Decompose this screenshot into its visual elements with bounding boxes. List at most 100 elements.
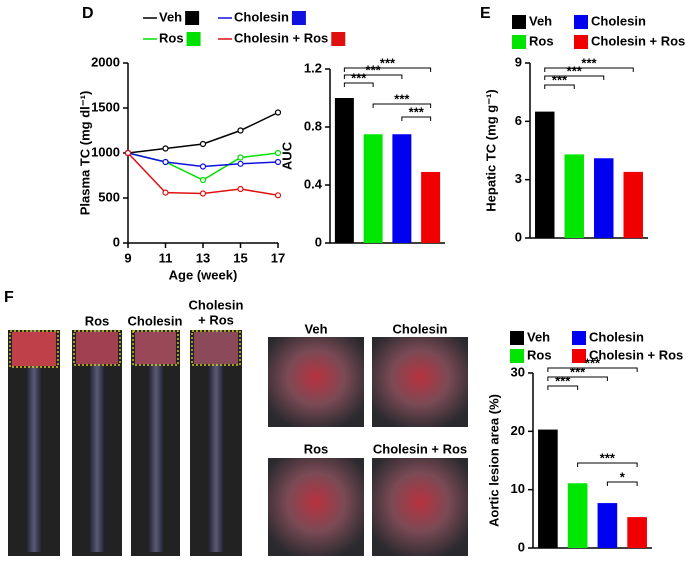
photo <box>76 332 118 364</box>
point <box>274 109 282 116</box>
y-tick-label: 2000 <box>91 54 120 69</box>
panel-letter: F <box>4 289 14 306</box>
legend-label: Veh <box>527 329 550 344</box>
bar <box>392 134 412 243</box>
photo-label: Cholesin + Ros <box>373 441 467 456</box>
photo-label: Cholesin <box>128 313 183 328</box>
x-tick-label: 15 <box>233 250 247 265</box>
legend-label: Cholesin <box>589 329 644 344</box>
point <box>237 154 244 161</box>
point <box>162 189 169 196</box>
legend-label: Cholesin + Ros <box>591 33 685 48</box>
legend-label: Ros <box>529 33 554 48</box>
bar <box>421 171 441 243</box>
legend-swatch <box>574 15 588 29</box>
bar <box>564 154 584 238</box>
significance-label: *** <box>585 355 601 370</box>
legend-label: Ros <box>527 347 552 362</box>
significance-bracket <box>547 376 608 381</box>
y-tick-label: 0 <box>113 234 120 249</box>
photo <box>148 330 164 552</box>
point <box>199 176 207 184</box>
point <box>274 149 282 157</box>
y-tick-label: 0.8 <box>304 118 322 133</box>
legend-swatch <box>572 331 586 345</box>
bar <box>597 503 618 548</box>
photo <box>89 330 105 552</box>
photo-label: + Ros <box>198 312 234 327</box>
significance-bracket <box>544 84 575 89</box>
y-tick-label: 500 <box>98 189 120 204</box>
bar <box>363 134 383 243</box>
photo <box>12 332 56 366</box>
photo-label: Cholesin <box>189 297 244 312</box>
point <box>199 190 207 197</box>
y-tick-label: 0.4 <box>304 176 323 191</box>
x-tick-label: 13 <box>196 250 210 265</box>
bar <box>623 171 643 238</box>
y-tick-label: 6 <box>515 113 522 128</box>
point <box>237 185 244 193</box>
significance-label: *** <box>351 70 367 85</box>
significance-bracket <box>577 462 638 467</box>
y-tick-label: 1.2 <box>304 60 322 75</box>
series-line <box>127 152 279 197</box>
y-tick-label: 0 <box>518 539 525 554</box>
panel-letter: E <box>480 5 491 22</box>
photo-label: Cholesin <box>393 321 448 336</box>
photo-label: Ros <box>85 313 110 328</box>
x-tick-label: 17 <box>271 250 285 265</box>
photo <box>208 330 224 552</box>
significance-label: *** <box>394 91 410 106</box>
photo-label: Veh <box>304 321 327 336</box>
significance-label: *** <box>366 62 382 77</box>
point <box>274 158 282 166</box>
legend-swatch <box>510 349 524 363</box>
legend-swatch <box>186 32 201 46</box>
aorta-photos <box>8 330 468 556</box>
significance-label: *** <box>581 55 597 70</box>
significance-label: *** <box>555 373 571 388</box>
legend-label: Veh <box>529 13 552 28</box>
point <box>237 127 244 134</box>
significance-label: *** <box>552 72 568 87</box>
significance-label: *** <box>567 63 583 78</box>
significance-bracket <box>343 74 403 79</box>
legend-swatch <box>574 35 588 49</box>
legend-swatch <box>510 331 524 345</box>
y-axis-label: AUC <box>279 141 294 170</box>
photo <box>372 458 468 556</box>
bar <box>567 483 588 548</box>
y-axis-label: Plasma TC (mg dl⁻¹) <box>77 91 92 216</box>
significance-label: *** <box>409 104 425 119</box>
significance-bracket <box>606 481 638 486</box>
legend-swatch <box>572 349 586 363</box>
legend-swatch <box>185 11 200 25</box>
point <box>199 163 207 170</box>
significance-bracket <box>343 67 432 72</box>
bar <box>334 98 354 243</box>
y-axis-label: Hepatic TC (mg g⁻¹) <box>483 89 498 211</box>
significance-label: *** <box>600 450 616 465</box>
legend-swatch <box>512 15 526 29</box>
photo-label: Ros <box>304 441 329 456</box>
point <box>124 149 132 157</box>
bar <box>627 517 647 548</box>
significance-label: * <box>620 469 626 484</box>
panel-letter: D <box>82 5 94 22</box>
legend-label: Ros <box>159 30 184 45</box>
point <box>274 192 282 199</box>
x-tick-label: 9 <box>124 250 131 265</box>
point <box>162 145 169 152</box>
significance-label: *** <box>570 364 586 379</box>
y-axis-label: Aortic lesion area (%) <box>486 394 501 527</box>
legend-label: Cholesin <box>591 13 646 28</box>
photo <box>268 337 364 427</box>
legend-label: Cholesin + Ros <box>234 30 328 45</box>
x-axis-label: Age (week) <box>169 267 238 282</box>
y-tick-label: 3 <box>515 171 522 186</box>
legend-swatch <box>291 11 306 25</box>
photo <box>194 332 238 364</box>
y-tick-label: 0 <box>315 234 322 249</box>
